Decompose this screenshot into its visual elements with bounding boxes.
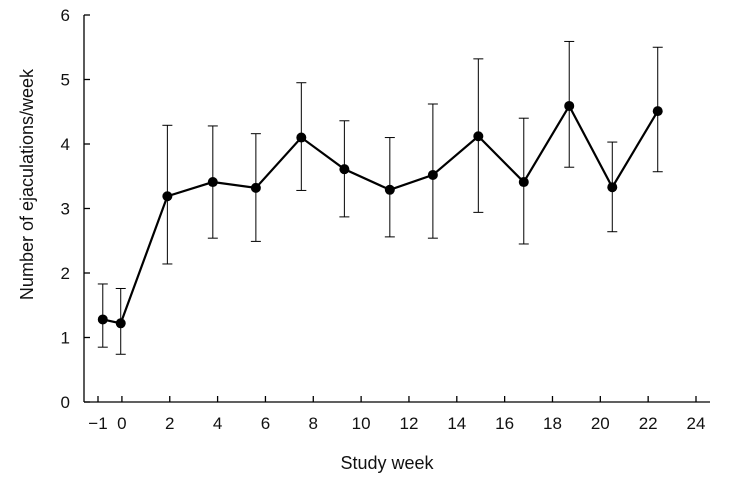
x-tick-label: 20 — [591, 414, 610, 433]
y-axis-title: Number of ejaculations/week — [17, 68, 37, 300]
x-axis-title: Study week — [341, 453, 435, 473]
data-point — [97, 314, 108, 325]
x-tick-label: 8 — [309, 414, 318, 433]
x-tick-label: 2 — [165, 414, 174, 433]
y-ticks: 0 1 2 3 4 5 6 — [61, 6, 90, 412]
y-tick-label: 6 — [61, 6, 70, 25]
data-point — [427, 169, 438, 180]
x-tick-label: 0 — [117, 414, 126, 433]
y-tick-label: 4 — [61, 135, 70, 154]
x-tick-label: 14 — [447, 414, 466, 433]
y-tick-label: 5 — [61, 71, 70, 90]
x-tick-label: 10 — [352, 414, 371, 433]
x-ticks: −1 0 2 4 6 8 10 12 14 16 18 20 22 24 — [88, 396, 705, 433]
x-tick-label: 18 — [543, 414, 562, 433]
series-line — [102, 103, 659, 325]
error-bars — [97, 40, 663, 355]
y-tick-label: 0 — [61, 393, 70, 412]
x-tick-label: 4 — [213, 414, 222, 433]
data-point — [473, 131, 484, 142]
data-point — [339, 164, 350, 175]
data-point — [384, 184, 395, 195]
data-point — [296, 132, 307, 143]
data-point — [207, 177, 218, 188]
data-point — [162, 191, 173, 202]
x-tick-label: 12 — [399, 414, 418, 433]
data-point — [652, 106, 663, 117]
x-tick-label: 24 — [687, 414, 706, 433]
data-point — [518, 177, 529, 188]
axes — [83, 15, 710, 403]
x-tick-label: 6 — [261, 414, 270, 433]
x-tick-label: 22 — [639, 414, 658, 433]
y-tick-label: 1 — [61, 329, 70, 348]
x-tick-label: 16 — [495, 414, 514, 433]
y-tick-label: 3 — [61, 200, 70, 219]
data-point — [115, 318, 126, 329]
data-point — [250, 182, 261, 193]
x-tick-label: −1 — [88, 414, 107, 433]
y-tick-label: 2 — [61, 264, 70, 283]
data-points — [97, 100, 663, 329]
data-point — [564, 100, 575, 111]
data-point — [607, 182, 618, 193]
